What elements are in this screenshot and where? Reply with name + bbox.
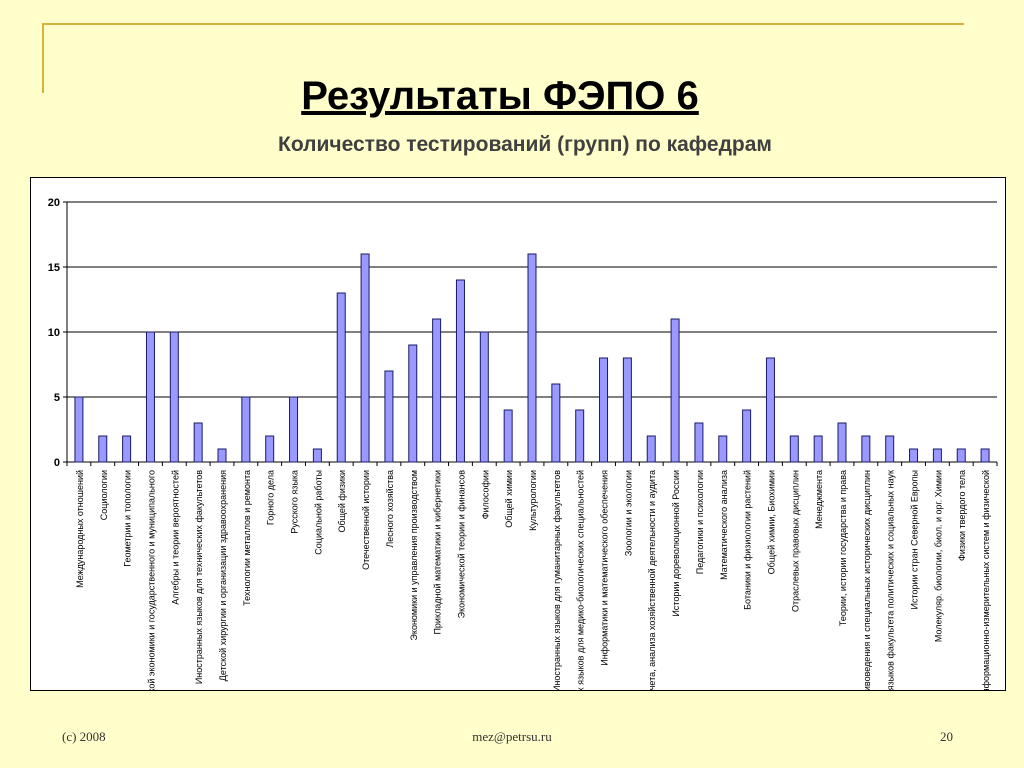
bar xyxy=(265,435,275,463)
y-tick-label: 10 xyxy=(48,327,60,339)
x-tick-label: Экономики и управления производством xyxy=(409,470,419,641)
x-tick-label: Экономической теории и финансов xyxy=(456,470,466,619)
bar xyxy=(360,253,370,463)
slide-title: Результаты ФЭПО 6 xyxy=(301,74,699,118)
y-tick-label: 0 xyxy=(54,457,60,469)
x-tick-label: Лесного хозяйства xyxy=(385,470,395,548)
bar xyxy=(312,448,322,463)
bar xyxy=(670,318,680,463)
x-tick-label: Технологии металлов и ремонта xyxy=(242,470,252,606)
x-tick-label: Архивоведения и специальных исторических… xyxy=(862,470,872,690)
x-tick-label: Педагогики и психологии xyxy=(695,470,705,574)
x-tick-label: Социологии xyxy=(99,470,109,520)
x-tick-label: Отечественной истории xyxy=(361,470,371,570)
x-tick-label: Культурологии xyxy=(528,470,538,531)
bar xyxy=(694,422,704,463)
footer-page-number: 20 xyxy=(940,729,953,744)
y-tick-label: 20 xyxy=(48,197,60,209)
x-tick-label: Теории, истории государства и права xyxy=(838,470,848,626)
bar xyxy=(885,435,895,463)
x-tick-label: Русского языка xyxy=(290,470,300,534)
x-tick-label: Философии xyxy=(480,470,490,519)
x-tick-label: Зоологии и экологии xyxy=(623,470,633,556)
bar xyxy=(98,435,108,463)
bar xyxy=(646,435,656,463)
bar xyxy=(289,396,299,463)
bar xyxy=(622,357,632,463)
bar xyxy=(74,396,84,463)
x-tick-label: Алгебры и теории вероятностей xyxy=(170,470,180,605)
bar xyxy=(551,383,561,463)
bar xyxy=(241,396,251,463)
decorative-top-line xyxy=(42,23,964,25)
bar xyxy=(384,370,394,463)
x-tick-label: Истории дореволюционной России xyxy=(671,470,681,617)
x-tick-label: Общей физики xyxy=(337,470,347,533)
x-tick-label: Иностранных языков факультета политическ… xyxy=(886,470,896,690)
bar xyxy=(742,409,752,463)
x-tick-label: Общей химии, Биохимии xyxy=(766,470,776,574)
x-tick-label: Физики твердого тела xyxy=(957,470,967,561)
x-tick-label: Иностранных языков для гуманитарных факу… xyxy=(552,470,562,690)
x-tick-label: Молекуляр. биологии, биол. и орг. Химии xyxy=(933,470,943,642)
bar xyxy=(408,344,418,463)
footer-email: mez@petrsu.ru xyxy=(472,729,552,744)
bar-chart: 0 5 10 15 20 Международных отношений Социологи… xyxy=(48,197,998,690)
x-tick-label: Горного дела xyxy=(266,470,276,525)
x-tick-label: Общей химии xyxy=(504,470,514,528)
bar xyxy=(765,357,775,463)
chart-frame: 0 5 10 15 20 Международных отношений Социологи… xyxy=(30,177,1006,691)
x-tick-label: Прикладной математики и кибернетики xyxy=(433,470,443,635)
bar xyxy=(169,331,179,463)
x-tick-label: Математического анализа xyxy=(719,470,729,580)
footer-copyright: (c) 2008 xyxy=(62,729,106,744)
x-tick-label: Менеджмента xyxy=(814,470,824,529)
bar xyxy=(837,422,847,463)
bar xyxy=(599,357,609,463)
decorative-left-line xyxy=(42,23,44,93)
x-tick-label: Истории стран Северной Европы xyxy=(910,470,920,610)
x-tick-label: Теоретической экономики и государственно… xyxy=(146,470,156,690)
y-tick-label: 5 xyxy=(54,392,60,404)
bar xyxy=(575,409,585,463)
x-tick-label: Иностранных языков для технических факул… xyxy=(194,470,204,684)
x-tick-label: Международных отношений xyxy=(75,470,85,588)
bar xyxy=(336,292,346,463)
bar xyxy=(980,448,990,463)
bar xyxy=(193,422,203,463)
bar xyxy=(909,448,919,463)
slide-subtitle: Количество тестирований (групп) по кафед… xyxy=(278,133,772,156)
bar xyxy=(718,435,728,463)
bar xyxy=(455,279,465,463)
bar xyxy=(789,435,799,463)
x-tick-label: Бухгалтерского учета, анализа хозяйствен… xyxy=(647,470,657,690)
x-tick-label: Информатики и математического обеспечени… xyxy=(600,470,610,666)
bar xyxy=(217,448,227,463)
bar xyxy=(813,435,823,463)
x-tick-label: Отраслевых правовых дисциплин xyxy=(790,470,800,612)
bar xyxy=(122,435,132,463)
bar xyxy=(527,253,537,463)
bar xyxy=(503,409,513,463)
bar xyxy=(956,448,966,463)
bar xyxy=(479,331,489,463)
bar xyxy=(932,448,942,463)
x-tick-label: Детской хирургии и организации здравоохр… xyxy=(218,470,228,681)
y-tick-label: 15 xyxy=(48,262,60,274)
bar xyxy=(145,331,155,463)
bar xyxy=(861,435,871,463)
bar xyxy=(432,318,442,463)
x-tick-label: Физики твердого тела, Информационно-изме… xyxy=(981,470,991,690)
x-tick-label: Геометрии и топологии xyxy=(123,470,133,567)
x-tick-label: Ботаники и физиологии растений xyxy=(743,470,753,610)
x-tick-label: Иностранных языков для медико-биологичес… xyxy=(576,470,586,690)
x-tick-label: Социальной работы xyxy=(313,470,323,555)
